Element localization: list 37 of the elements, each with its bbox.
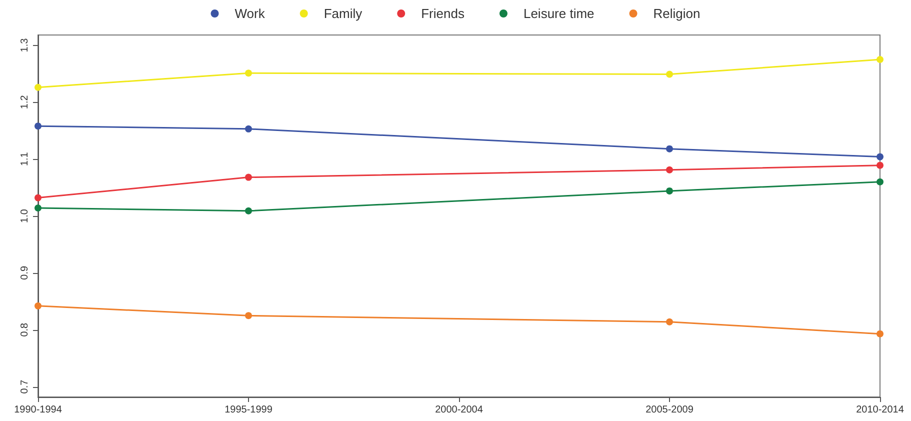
- y-tick-label: 0.8: [20, 322, 30, 337]
- point: [34, 122, 42, 130]
- x-tick-label: 1990-1994: [14, 404, 62, 416]
- point: [666, 187, 673, 194]
- point: [876, 153, 884, 160]
- point: [245, 207, 252, 214]
- point: [34, 194, 42, 202]
- point: [245, 312, 252, 320]
- legend-label: Friends: [421, 6, 465, 21]
- point: [666, 166, 673, 174]
- point: [245, 174, 252, 181]
- x-tick-label: 2010-2014: [856, 404, 904, 416]
- x-tick-label: 1995-1999: [224, 404, 273, 416]
- legend-label: Family: [324, 6, 363, 21]
- y-tick-label: 1.3: [20, 38, 30, 52]
- y-tick-label: 0.9: [20, 266, 30, 280]
- legend-label: Work: [234, 6, 266, 21]
- y-tick-label: 1.2: [20, 94, 30, 110]
- y-tick-label: 1.1: [20, 152, 30, 166]
- y-tick-label: 1.0: [20, 208, 30, 223]
- point: [666, 70, 673, 78]
- point: [876, 178, 884, 186]
- point: [876, 56, 884, 63]
- x-tick-label: 2005-2009: [646, 404, 694, 416]
- legend-label: Religion: [653, 6, 700, 21]
- point: [666, 145, 673, 152]
- point: [876, 330, 884, 338]
- point: [34, 204, 42, 212]
- x-tick-label: 2000-2004: [435, 404, 484, 416]
- point: [876, 162, 884, 169]
- point: [34, 302, 42, 310]
- legend-label: Leisure time: [523, 6, 594, 21]
- point: [245, 125, 252, 132]
- point: [245, 70, 252, 77]
- point: [666, 318, 673, 326]
- point: [34, 84, 42, 91]
- y-tick-label: 0.7: [20, 379, 30, 394]
